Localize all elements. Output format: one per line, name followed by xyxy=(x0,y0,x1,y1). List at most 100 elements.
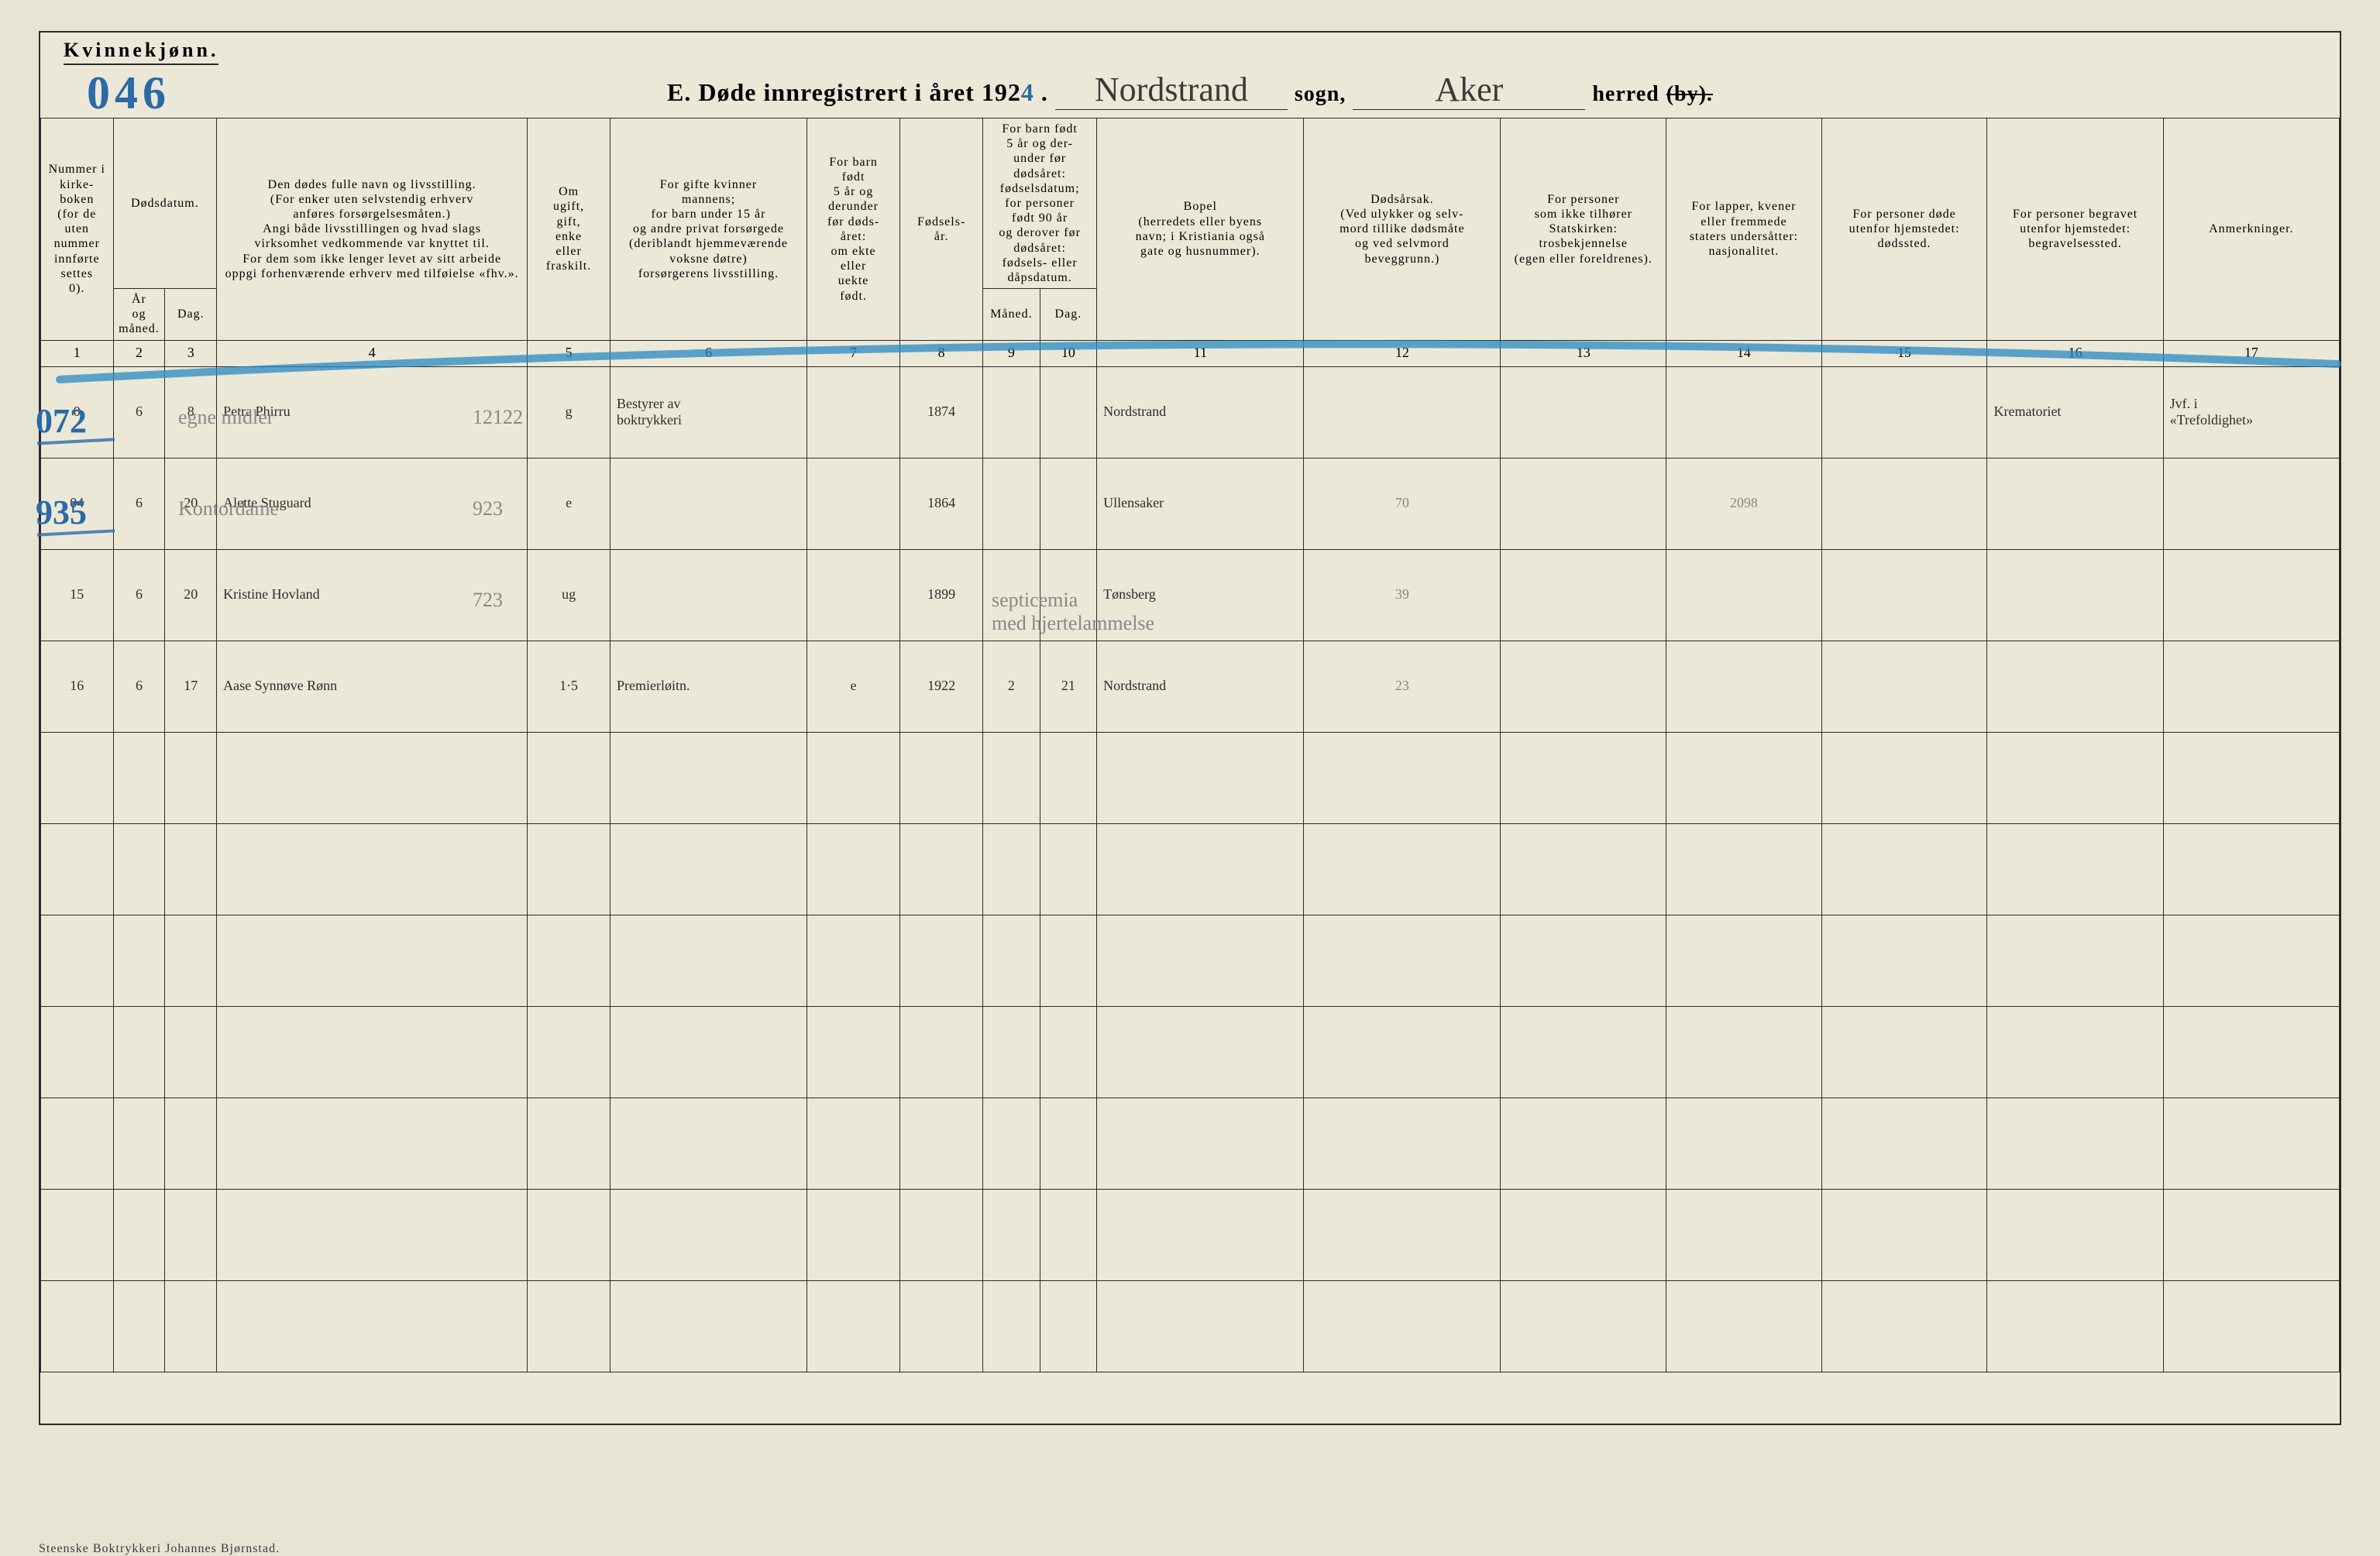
cell: 17 xyxy=(165,641,217,732)
cell xyxy=(217,823,528,915)
cell: 1864 xyxy=(900,458,983,549)
cell xyxy=(217,915,528,1006)
column-number: 2 xyxy=(113,340,165,366)
cell: 6 xyxy=(113,641,165,732)
cell xyxy=(1666,1189,1821,1280)
cell xyxy=(1501,1006,1666,1097)
pencil-annotation: septicemiamed hjertelammelse xyxy=(992,589,1154,635)
cell xyxy=(983,1097,1040,1189)
cell xyxy=(1666,1097,1821,1189)
cell xyxy=(1821,1097,1987,1189)
cell xyxy=(2163,915,2339,1006)
cell xyxy=(1304,1006,1501,1097)
cell xyxy=(528,732,610,823)
column-header: For gifte kvinnermannens;for barn under … xyxy=(610,119,807,341)
cell xyxy=(900,1189,983,1280)
cell xyxy=(1987,915,2163,1006)
printer-imprint: Steenske Boktrykkeri Johannes Bjørnstad. xyxy=(39,1542,280,1556)
cell xyxy=(1097,1280,1304,1372)
cell xyxy=(1821,732,1987,823)
cell xyxy=(1097,1097,1304,1189)
column-number: 13 xyxy=(1501,340,1666,366)
cell xyxy=(983,1006,1040,1097)
cell xyxy=(1501,1189,1666,1280)
cell xyxy=(1040,366,1097,458)
cell xyxy=(1501,823,1666,915)
cell: 70 xyxy=(1304,458,1501,549)
cell xyxy=(1821,366,1987,458)
cell: 1899 xyxy=(900,549,983,641)
cell xyxy=(1304,732,1501,823)
column-header: For lapper, kvenereller fremmedestaters … xyxy=(1666,119,1821,341)
cell xyxy=(983,915,1040,1006)
cell xyxy=(610,823,807,915)
cell xyxy=(1987,1280,2163,1372)
column-header: Dødsårsak.(Ved ulykker og selv-mord till… xyxy=(1304,119,1501,341)
cell xyxy=(1666,1006,1821,1097)
cell xyxy=(610,732,807,823)
cell: e xyxy=(528,458,610,549)
cell xyxy=(1040,1189,1097,1280)
cell xyxy=(807,1280,899,1372)
cell xyxy=(165,1189,217,1280)
cell xyxy=(807,458,899,549)
cell xyxy=(2163,549,2339,641)
table-row xyxy=(41,732,2340,823)
margin-annotation: 072 xyxy=(36,401,87,441)
cell xyxy=(1666,915,1821,1006)
cell xyxy=(1501,915,1666,1006)
cell xyxy=(2163,641,2339,732)
column-number: 17 xyxy=(2163,340,2339,366)
title-line: E. Døde innregistrert i året 1924 . Nord… xyxy=(64,46,2316,110)
cell: g xyxy=(528,366,610,458)
cell xyxy=(1304,1189,1501,1280)
cell xyxy=(528,1189,610,1280)
cell: 2 xyxy=(983,641,1040,732)
column-header: Dødsdatum. xyxy=(113,119,217,289)
column-header: Den dødes fulle navn og livsstilling.(Fo… xyxy=(217,119,528,341)
cell xyxy=(900,1097,983,1189)
cell xyxy=(610,1006,807,1097)
cell xyxy=(900,732,983,823)
cell xyxy=(2163,732,2339,823)
cell xyxy=(1040,732,1097,823)
cell xyxy=(2163,1189,2339,1280)
table-row: 068Petra PhirrugBestyrer avboktrykkeri18… xyxy=(41,366,2340,458)
cell: 23 xyxy=(1304,641,1501,732)
cell xyxy=(807,1097,899,1189)
table-row xyxy=(41,1006,2340,1097)
cell: ug xyxy=(528,549,610,641)
column-header: Bopel(herredets eller byensnavn; i Krist… xyxy=(1097,119,1304,341)
cell xyxy=(41,915,114,1006)
cell xyxy=(217,1006,528,1097)
cell xyxy=(983,823,1040,915)
cell: Jvf. i«Trefoldighet» xyxy=(2163,366,2339,458)
cell: 20 xyxy=(165,549,217,641)
cell xyxy=(983,1189,1040,1280)
cell xyxy=(1821,549,1987,641)
cell xyxy=(165,732,217,823)
column-number: 6 xyxy=(610,340,807,366)
cell xyxy=(900,915,983,1006)
cell: 1874 xyxy=(900,366,983,458)
cell xyxy=(1097,823,1304,915)
column-header: For personersom ikke tilhørerStatskirken… xyxy=(1501,119,1666,341)
header: Kvinnekjønn. 046 E. Døde innregistrert i… xyxy=(40,33,2340,118)
cell xyxy=(165,1006,217,1097)
cell xyxy=(1666,641,1821,732)
column-number: 8 xyxy=(900,340,983,366)
cell xyxy=(217,1189,528,1280)
table-row: 15620Kristine Hovlandug1899Tønsberg39 xyxy=(41,549,2340,641)
cell xyxy=(113,1189,165,1280)
cell xyxy=(113,732,165,823)
cell xyxy=(610,549,807,641)
cell: 6 xyxy=(113,549,165,641)
column-number: 1 xyxy=(41,340,114,366)
cell: Aase Synnøve Rønn xyxy=(217,641,528,732)
column-number: 16 xyxy=(1987,340,2163,366)
cell xyxy=(900,1280,983,1372)
column-number: 4 xyxy=(217,340,528,366)
gender-label: Kvinnekjønn. xyxy=(64,39,218,65)
cell xyxy=(113,1097,165,1189)
cell xyxy=(1821,458,1987,549)
